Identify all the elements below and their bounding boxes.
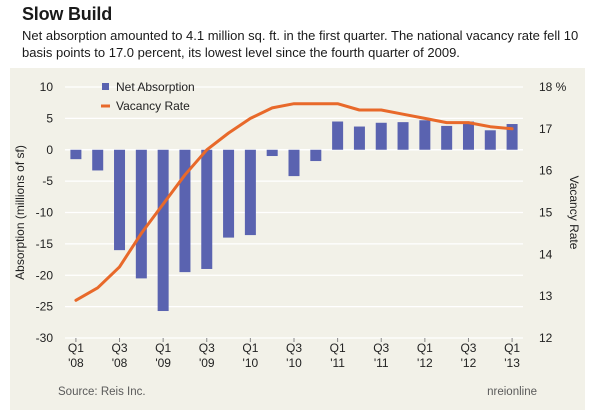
x-tick-label-top: Q1 bbox=[417, 341, 433, 355]
absorption-bar bbox=[419, 120, 431, 150]
left-tick-label: -10 bbox=[36, 206, 54, 220]
absorption-bar bbox=[375, 122, 387, 150]
absorption-bar bbox=[506, 124, 518, 150]
right-tick-label: 16 bbox=[539, 164, 553, 178]
right-tick-label: 18 % bbox=[539, 80, 567, 94]
absorption-bar bbox=[484, 130, 496, 150]
left-tick-label: -20 bbox=[36, 268, 54, 282]
left-tick-label: 5 bbox=[46, 111, 53, 125]
absorption-bar bbox=[266, 149, 278, 157]
legend-label-vacancy: Vacancy Rate bbox=[116, 99, 190, 113]
source-note: Source: Reis Inc. bbox=[58, 386, 146, 398]
chart-subtitle: Net absorption amounted to 4.1 million s… bbox=[22, 28, 579, 60]
x-tick-label-top: Q1 bbox=[155, 341, 171, 355]
left-tick-label: 0 bbox=[46, 143, 53, 157]
x-tick-label-bottom: '09 bbox=[155, 356, 171, 370]
left-axis-title: Absorption (millions of sf) bbox=[13, 145, 27, 280]
x-tick-label-bottom: '12 bbox=[461, 356, 477, 370]
right-tick-label: 14 bbox=[539, 247, 553, 261]
absorption-bar bbox=[288, 149, 300, 177]
absorption-bar bbox=[310, 149, 322, 162]
absorption-bar bbox=[397, 122, 409, 150]
x-tick-label-top: Q3 bbox=[460, 341, 476, 355]
x-tick-label-bottom: '12 bbox=[417, 356, 433, 370]
absorption-bar bbox=[135, 149, 147, 279]
absorption-bar bbox=[441, 125, 453, 150]
absorption-bar bbox=[244, 149, 256, 236]
absorption-bar bbox=[114, 149, 126, 251]
legend-label-absorption: Net Absorption bbox=[116, 80, 195, 94]
x-tick-label-bottom: '09 bbox=[199, 356, 215, 370]
absorption-bar bbox=[92, 149, 104, 171]
x-tick-label-top: Q1 bbox=[504, 341, 520, 355]
x-tick-label-bottom: '11 bbox=[330, 356, 345, 370]
x-tick-label-top: Q1 bbox=[68, 341, 84, 355]
absorption-bar bbox=[179, 149, 191, 273]
absorption-bar bbox=[462, 121, 474, 150]
absorption-bar bbox=[157, 149, 169, 312]
absorption-bar bbox=[332, 121, 344, 150]
x-tick-label-top: Q3 bbox=[112, 341, 128, 355]
x-tick-label-bottom: '10 bbox=[286, 356, 302, 370]
x-tick-label-bottom: '13 bbox=[504, 356, 520, 370]
x-tick-label-bottom: '10 bbox=[243, 356, 259, 370]
right-tick-label: 17 bbox=[539, 122, 553, 136]
left-tick-label: -30 bbox=[36, 331, 54, 345]
left-tick-label: -5 bbox=[42, 174, 53, 188]
x-tick-label-top: Q1 bbox=[330, 341, 346, 355]
right-axis-title: Vacancy Rate bbox=[567, 176, 581, 250]
left-tick-label: -25 bbox=[36, 300, 54, 314]
x-tick-label-bottom: '08 bbox=[112, 356, 128, 370]
right-tick-label: 15 bbox=[539, 206, 553, 220]
legend-swatch-absorption bbox=[102, 83, 109, 90]
absorption-bar bbox=[223, 149, 235, 238]
x-tick-label-bottom: '11 bbox=[374, 356, 389, 370]
x-tick-label-top: Q3 bbox=[286, 341, 302, 355]
chart-panel: 10 5 0 -5 -10 -15 -20 -25 -30 18 % 17 16 15 14 13 12 Q1 '… bbox=[10, 68, 585, 410]
absorption-bar bbox=[70, 149, 82, 160]
left-tick-label: -15 bbox=[36, 237, 54, 251]
x-tick-label-top: Q1 bbox=[242, 341, 258, 355]
left-tick-label: 10 bbox=[40, 80, 54, 94]
right-tick-label: 13 bbox=[539, 289, 553, 303]
x-tick-label-bottom: '08 bbox=[68, 356, 84, 370]
x-tick-label-top: Q3 bbox=[199, 341, 215, 355]
absorption-bar bbox=[353, 126, 365, 150]
credit-note: nreionline bbox=[487, 386, 537, 398]
chart-title: Slow Build bbox=[22, 4, 112, 24]
right-tick-label: 12 bbox=[539, 331, 553, 345]
x-tick-label-top: Q3 bbox=[373, 341, 389, 355]
vacancy-rate-line bbox=[74, 102, 514, 302]
absorption-bar bbox=[201, 149, 213, 269]
